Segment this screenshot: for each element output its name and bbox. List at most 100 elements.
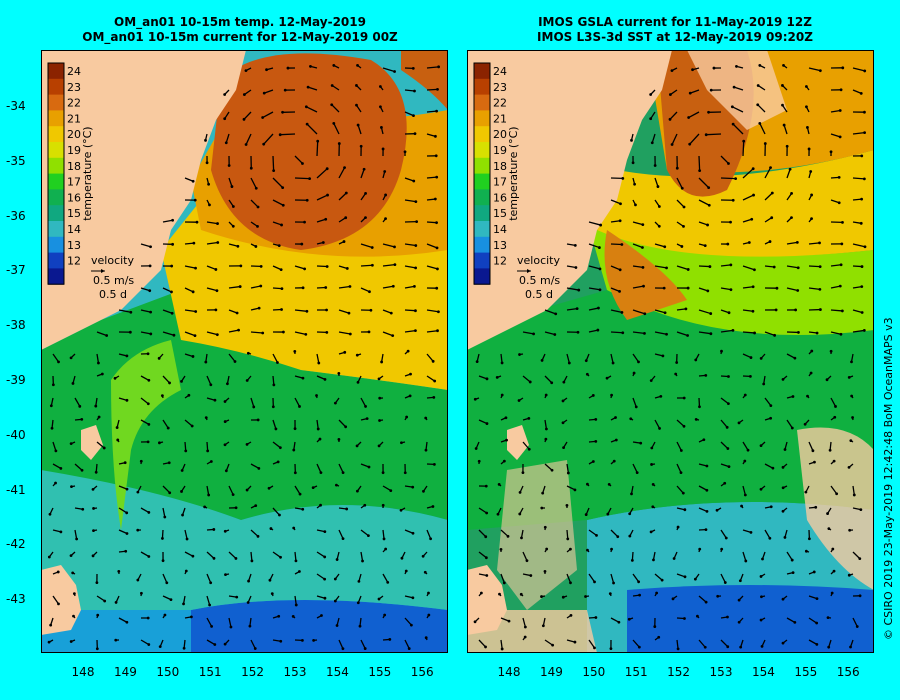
panel2-current-arrowhead xyxy=(805,85,808,88)
panel2-current-arrow xyxy=(669,111,678,120)
panel1-current-arrowhead xyxy=(204,138,207,142)
panel2-current-arrow xyxy=(808,595,818,600)
panel2-current-arrowhead xyxy=(763,142,767,145)
panel1-current-arrow xyxy=(338,167,346,179)
panel2-current-arrow xyxy=(698,199,710,206)
panel2-current-arrowhead xyxy=(631,161,635,165)
panel2-current-arrowhead xyxy=(743,393,747,397)
panel1-current-arrowhead xyxy=(57,360,60,364)
panel1-current-arrow xyxy=(316,286,326,289)
panel2-current-arrow xyxy=(610,529,619,538)
panel1-current-arrowhead xyxy=(261,331,265,335)
panel2-current-arrowhead xyxy=(708,265,712,268)
panel2-current-arrowhead xyxy=(505,438,508,442)
panel1-current-arrow xyxy=(206,287,218,292)
panel2-current-arrowhead xyxy=(747,241,751,244)
panel1-current-arrowhead xyxy=(367,330,371,334)
panel2-current-arrowhead xyxy=(829,150,833,154)
panel2-current-arrowhead xyxy=(840,242,844,246)
panel2-current-arrowhead xyxy=(662,286,666,290)
panel2-current-arrowhead xyxy=(774,308,778,312)
panel1-current-arrow xyxy=(272,287,282,290)
panel2-current-arrowhead xyxy=(573,640,577,644)
panel1-current-arrowhead xyxy=(146,616,150,620)
panel1-band-lightgreen xyxy=(111,340,181,530)
panel1-current-arrowhead xyxy=(409,372,412,376)
panel2-current-arrowhead xyxy=(706,223,709,227)
panel2-current-arrowhead xyxy=(746,448,750,452)
panel1-land-tasmania xyxy=(41,565,81,635)
panel1-current-arrowhead xyxy=(341,647,345,651)
panel1-current-arrowhead xyxy=(191,554,195,558)
panel1-current-arrowhead xyxy=(291,614,295,618)
panel1-current-arrowhead xyxy=(168,381,171,385)
panel1-current-arrowhead xyxy=(365,417,369,421)
panel2-colorbar-cell xyxy=(474,268,490,285)
panel1-current-arrowhead xyxy=(161,537,164,540)
panel2-current-arrow xyxy=(676,485,684,494)
panel1-current-arrow xyxy=(426,176,437,179)
panel1-current-arrowhead xyxy=(71,571,75,575)
panel2-current-arrow xyxy=(651,133,656,143)
panel2-current-arrowhead xyxy=(781,103,784,107)
panel2-current-arrowhead xyxy=(540,595,543,598)
panel1-current-arrowhead xyxy=(229,625,233,629)
panel1-current-arrowhead xyxy=(382,537,386,541)
panel1-current-arrow xyxy=(272,353,279,363)
panel1-current-arrow xyxy=(338,419,347,428)
panel2-current-arrowhead xyxy=(566,471,570,475)
panel1-current-arrowhead xyxy=(388,638,392,641)
panel2-colorbar-tick-label: 12 xyxy=(493,255,507,268)
panel2-current-arrow xyxy=(698,287,709,292)
panel2-velocity-legend: velocity 0.5 m/s0.5 d xyxy=(517,254,560,301)
panel2-current-arrowhead xyxy=(838,284,842,288)
panel1-current-arrowhead xyxy=(265,68,268,72)
panel1-current-arrowhead xyxy=(271,405,275,409)
panel1-current-arrowhead xyxy=(254,245,258,248)
panel2-current-arrow xyxy=(830,397,837,407)
panel2-current-arrow xyxy=(610,220,621,223)
panel1-current-arrowhead xyxy=(136,490,140,494)
panel1-current-arrow xyxy=(184,331,196,337)
panel1-current-arrow xyxy=(360,463,370,468)
panel2-current-arrow xyxy=(852,485,855,496)
panel1-longitude-tick-label: 149 xyxy=(113,665,137,679)
panel2-current-arrow xyxy=(676,331,688,337)
panel2-current-arrow xyxy=(522,617,526,628)
panel2-current-arrowhead xyxy=(726,402,730,406)
panel1-current-arrowhead xyxy=(235,311,239,315)
panel1-current-arrowhead xyxy=(91,554,95,558)
panel1-current-arrowhead xyxy=(330,103,334,107)
panel2-current-arrow xyxy=(544,463,553,471)
panel2-current-arrow xyxy=(478,529,487,538)
panel1-current-arrowhead xyxy=(125,487,129,491)
panel1-current-arrow xyxy=(426,221,437,224)
panel2-current-arrowhead xyxy=(639,441,643,445)
panel1-current-arrowhead xyxy=(247,579,250,583)
panel2-current-arrowhead xyxy=(502,459,506,463)
panel1-current-arrowhead xyxy=(380,126,383,129)
panel1-current-arrowhead xyxy=(321,241,325,244)
panel1-current-arrowhead xyxy=(347,311,351,315)
panel1-current-arrowhead xyxy=(223,400,227,403)
panel1-current-arrowhead xyxy=(414,329,417,333)
panel1-current-arrowhead xyxy=(305,122,309,126)
panel2-current-arrow xyxy=(742,168,754,179)
panel1-current-arrow xyxy=(52,463,62,469)
panel1-current-arrow xyxy=(404,243,416,247)
panel2-current-arrowhead xyxy=(727,465,731,469)
latitude-tick-label: -40 xyxy=(6,427,26,442)
panel1-current-arrow xyxy=(294,177,310,180)
panel1-current-arrowhead xyxy=(54,449,58,453)
panel1-current-arrowhead xyxy=(435,221,438,225)
panel1-current-arrowhead xyxy=(259,284,263,288)
panel2-colorbar-tick-label: 17 xyxy=(493,176,507,189)
panel1-current-arrowhead xyxy=(276,460,280,464)
panel1-current-arrowhead xyxy=(364,216,367,220)
panel1-current-arrowhead xyxy=(125,532,129,535)
panel2-current-arrow xyxy=(632,353,640,363)
panel1-current-arrowhead xyxy=(212,528,216,531)
panel2-current-arrowhead xyxy=(661,354,665,358)
panel2-current-arrow xyxy=(500,639,503,650)
panel2-current-arrowhead xyxy=(500,361,504,365)
